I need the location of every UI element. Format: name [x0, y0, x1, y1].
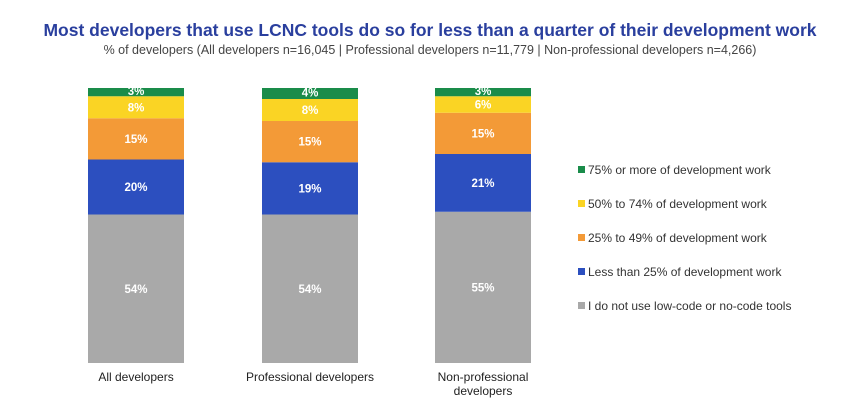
data-label-2-3: 6% — [475, 100, 492, 112]
data-label-0-1: 20% — [124, 182, 147, 194]
data-label-1-4: 4% — [302, 88, 319, 100]
bar-segment-1-0 — [262, 214, 358, 363]
bar-segment-1-2 — [262, 121, 358, 163]
data-label-0-0: 54% — [124, 284, 147, 296]
bar-segment-2-3 — [435, 96, 531, 113]
data-label-1-3: 8% — [302, 105, 319, 117]
legend-label-3: 50% to 74% of development work — [588, 197, 768, 211]
bar-segment-0-1 — [88, 159, 184, 215]
data-label-1-1: 19% — [298, 183, 321, 195]
data-label-2-2: 15% — [471, 128, 494, 140]
legend: 75% or more of development work 50% to 74… — [578, 163, 791, 313]
legend-label-1: Less than 25% of development work — [588, 265, 782, 279]
bars-layer: 54% 20% 15% 8% 3% 54% 19% 15% 8% 4% 55% 21% 15% 6% 3% — [88, 86, 531, 363]
bar-segment-1-1 — [262, 162, 358, 215]
data-label-2-1: 21% — [471, 178, 494, 190]
bar-segment-0-0 — [88, 214, 184, 363]
legend-swatch-4 — [578, 166, 585, 173]
legend-swatch-3 — [578, 200, 585, 207]
data-label-0-4: 3% — [128, 86, 145, 98]
chart-subtitle: % of developers (All developers n=16,045… — [103, 43, 757, 57]
bar-segment-1-3 — [262, 99, 358, 121]
bar-segment-2-2 — [435, 112, 531, 154]
legend-label-4: 75% or more of development work — [588, 163, 772, 177]
legend-label-2: 25% to 49% of development work — [588, 231, 768, 245]
data-label-2-0: 55% — [471, 282, 494, 294]
legend-label-0: I do not use low-code or no-code tools — [588, 299, 791, 313]
legend-swatch-0 — [578, 302, 585, 309]
bar-segment-0-2 — [88, 118, 184, 160]
category-label-1-0: Professional developers — [246, 370, 374, 384]
category-labels-layer: All developers Professional developers Non… — [98, 370, 528, 398]
category-label-2-0: Non-professional — [438, 370, 529, 384]
legend-swatch-1 — [578, 268, 585, 275]
bar-segment-2-4 — [435, 88, 531, 97]
data-label-2-4: 3% — [475, 86, 492, 98]
bar-segment-1-4 — [262, 88, 358, 99]
data-label-0-3: 8% — [128, 102, 145, 114]
bar-segment-0-4 — [88, 88, 184, 97]
data-label-1-2: 15% — [298, 137, 321, 149]
bar-segment-0-3 — [88, 96, 184, 119]
legend-swatch-2 — [578, 234, 585, 241]
bar-segment-2-0 — [435, 211, 531, 363]
category-label-0-0: All developers — [98, 370, 173, 384]
data-label-0-2: 15% — [124, 134, 147, 146]
chart-title: Most developers that use LCNC tools do s… — [43, 20, 817, 40]
data-label-1-0: 54% — [298, 284, 321, 296]
category-label-2-1: developers — [454, 384, 513, 398]
bar-segment-2-1 — [435, 154, 531, 212]
